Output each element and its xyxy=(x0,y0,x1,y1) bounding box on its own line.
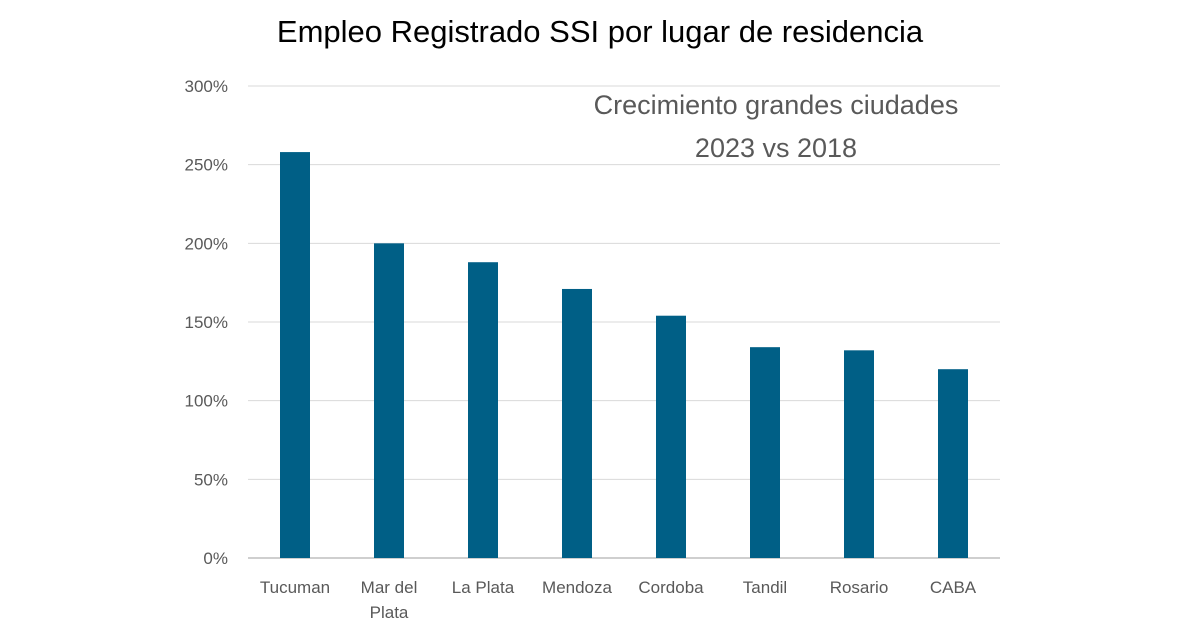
x-tick-label: La Plata xyxy=(452,578,515,597)
y-tick-label: 250% xyxy=(185,156,228,175)
gridlines xyxy=(248,85,1000,559)
x-tick-label: CABA xyxy=(930,578,977,597)
y-tick-label: 50% xyxy=(194,470,228,489)
y-tick-label: 200% xyxy=(185,234,228,253)
x-tick-label: Cordoba xyxy=(638,578,704,597)
bar: Cordoba: 154% xyxy=(656,315,686,558)
x-tick-label: Rosario xyxy=(830,578,889,597)
annotation-line: Crecimiento grandes ciudades xyxy=(594,90,959,120)
annotation-line: 2023 vs 2018 xyxy=(695,133,857,163)
bar: Rosario: 132% xyxy=(844,350,874,558)
bar: Mendoza: 171% xyxy=(562,288,592,558)
bar: Tandil: 134% xyxy=(750,347,780,558)
y-tick-label: 300% xyxy=(185,77,228,96)
bar: Tucuman: 258% xyxy=(280,152,310,558)
bar: Mar del Plata: 200% xyxy=(374,243,404,559)
y-tick-label: 100% xyxy=(185,392,228,411)
chart-title: Empleo Registrado SSI por lugar de resid… xyxy=(276,14,924,49)
x-tick-label: Tandil xyxy=(743,578,787,597)
y-tick-label: 150% xyxy=(185,313,228,332)
x-tick-label: Mar del Plata xyxy=(361,578,418,622)
bar: CABA: 120% xyxy=(938,369,968,558)
x-tick-label: Tucuman xyxy=(260,578,330,597)
y-tick-label: 0% xyxy=(203,549,228,568)
y-axis-ticks: 0% 50% 100% 150% 200% 250% 300% xyxy=(185,77,228,568)
bar: La Plata: 188% xyxy=(468,262,498,558)
x-tick-label: Mendoza xyxy=(542,578,612,597)
x-axis-ticks: Tucuman Mar del Plata La Plata Mendoza Cordob… xyxy=(260,578,977,622)
annotation: Crecimiento grandes ciudades 2023 vs 2018 xyxy=(594,90,959,163)
bars: Tucuman: 258% Mar del Plata: 200% La Plata… xyxy=(280,152,968,559)
